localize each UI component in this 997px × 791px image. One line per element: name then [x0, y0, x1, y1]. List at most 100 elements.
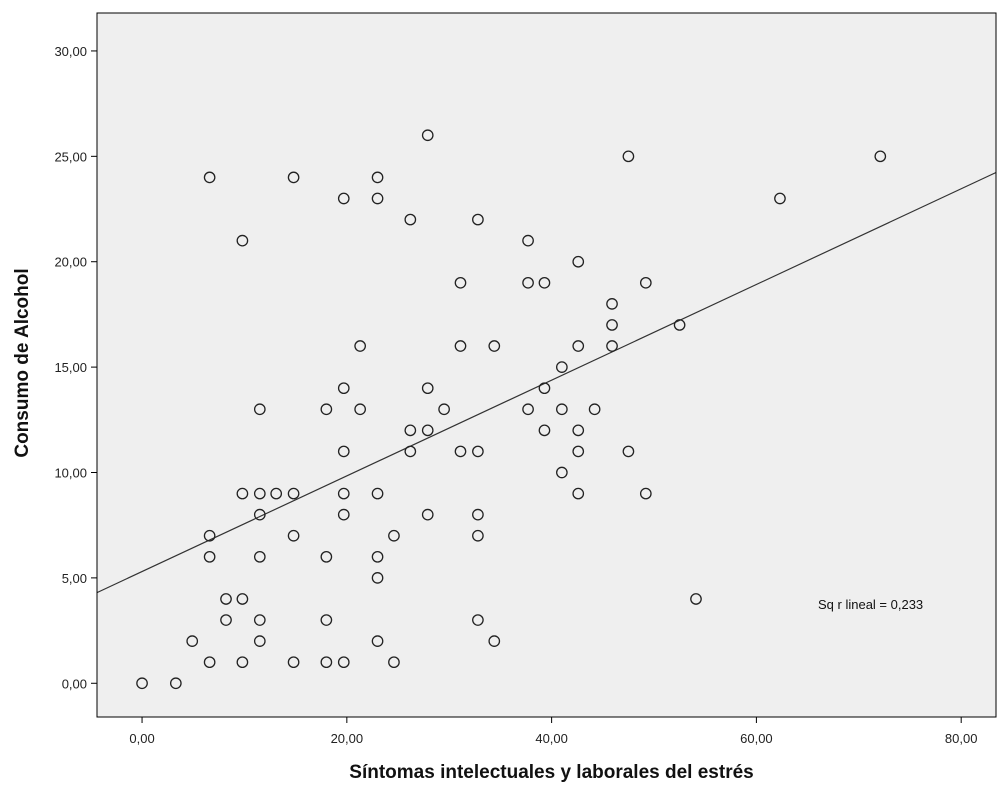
data-point	[538, 424, 551, 437]
y-tick-label: 0,00	[62, 676, 87, 691]
data-point	[606, 298, 618, 310]
data-point	[588, 403, 601, 416]
data-point	[404, 445, 417, 458]
x-tick-label: 0,00	[129, 731, 154, 746]
data-points	[136, 129, 887, 690]
data-point	[673, 319, 686, 331]
data-point	[236, 593, 249, 605]
data-point	[320, 614, 333, 626]
data-point	[522, 403, 534, 416]
data-point	[404, 424, 417, 437]
data-point	[639, 487, 652, 500]
data-point	[438, 403, 450, 416]
x-axis-title: Síntomas intelectuales y laborales del e…	[349, 762, 753, 783]
data-point	[203, 171, 216, 184]
data-point	[320, 550, 333, 563]
data-point	[287, 487, 300, 500]
data-point	[371, 635, 384, 647]
data-point	[421, 129, 434, 142]
data-point	[690, 593, 702, 605]
data-point	[388, 656, 400, 669]
y-tick-label: 25,00	[54, 149, 87, 164]
data-point	[169, 677, 182, 690]
data-point	[454, 445, 467, 458]
data-point	[220, 593, 232, 605]
data-point	[253, 487, 266, 500]
data-point	[472, 213, 484, 226]
data-point	[253, 614, 266, 626]
data-point	[572, 487, 585, 500]
data-point	[337, 192, 350, 205]
data-point	[774, 192, 786, 205]
y-tick-label: 10,00	[54, 465, 87, 480]
x-tick-label: 80,00	[945, 731, 978, 746]
data-point	[287, 171, 300, 184]
data-point	[454, 340, 467, 352]
y-tick-label: 30,00	[54, 44, 87, 59]
data-point	[488, 340, 501, 352]
data-point	[556, 466, 568, 479]
fit-line	[97, 171, 996, 594]
x-tick-label: 60,00	[740, 731, 773, 746]
data-point	[337, 508, 350, 521]
data-point	[572, 340, 585, 352]
y-tick-label: 20,00	[54, 255, 87, 270]
data-point	[320, 656, 333, 669]
y-tick-label: 5,00	[62, 571, 87, 586]
data-point	[220, 614, 232, 626]
data-point	[454, 276, 467, 289]
data-point	[236, 656, 249, 669]
data-point	[572, 424, 585, 437]
data-point	[236, 234, 249, 247]
y-tick-label: 15,00	[54, 360, 87, 375]
data-point	[337, 487, 350, 500]
data-point	[606, 319, 618, 331]
data-point	[320, 403, 333, 416]
data-point	[874, 150, 887, 163]
data-point	[371, 487, 384, 500]
data-point	[337, 382, 350, 395]
data-point	[572, 445, 585, 458]
x-axis: 0,00 20,00 40,00 60,00 80,00	[129, 717, 977, 746]
data-point	[186, 635, 199, 647]
data-point	[337, 656, 350, 669]
data-point	[337, 445, 350, 458]
data-point	[472, 508, 484, 521]
data-point	[622, 150, 635, 163]
data-point	[253, 550, 266, 563]
y-axis: 0,00 5,00 10,00 15,00 20,00 25,00 30,00	[54, 44, 97, 691]
data-point	[253, 635, 266, 647]
data-point	[203, 550, 216, 563]
data-point	[472, 445, 484, 458]
data-point	[371, 550, 384, 563]
data-point	[388, 529, 400, 542]
data-point	[287, 529, 300, 542]
data-point	[203, 529, 216, 542]
data-point	[538, 382, 551, 395]
data-point	[421, 382, 434, 395]
data-point	[404, 213, 417, 226]
data-point	[354, 340, 366, 352]
data-point	[522, 276, 534, 289]
data-point	[556, 403, 568, 416]
data-point	[606, 340, 618, 352]
data-point	[371, 192, 384, 205]
data-point	[556, 361, 568, 373]
data-point	[371, 572, 384, 584]
data-point	[472, 529, 484, 542]
x-tick-label: 40,00	[535, 731, 568, 746]
data-point	[253, 403, 266, 416]
data-point	[270, 487, 283, 500]
plot-area	[97, 13, 996, 717]
data-point	[622, 445, 635, 458]
x-tick-label: 20,00	[331, 731, 364, 746]
data-point	[522, 234, 534, 247]
data-point	[639, 276, 652, 289]
data-point	[472, 614, 484, 626]
data-point	[136, 677, 148, 690]
y-axis-title: Consumo de Alcohol	[12, 268, 33, 457]
data-point	[421, 508, 434, 521]
data-point	[203, 656, 216, 669]
